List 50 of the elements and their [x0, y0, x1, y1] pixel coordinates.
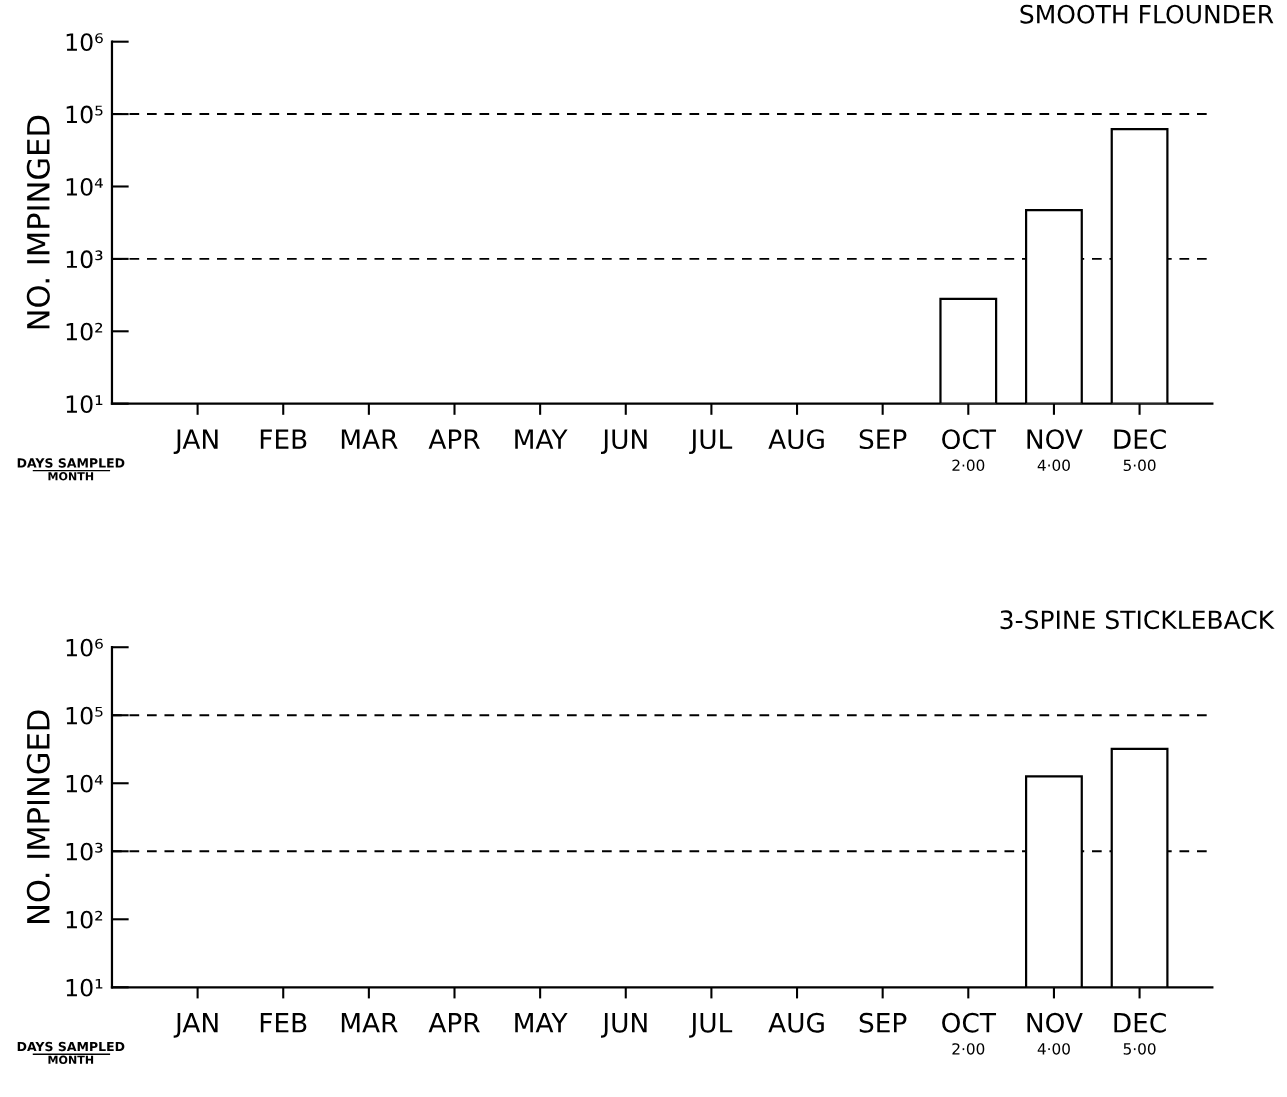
text: 2·00 [952, 459, 985, 472]
x-tick-label: MAR [341, 429, 398, 449]
x-tick-label: JUN [600, 1013, 647, 1038]
x-tick-label: NOV [1027, 429, 1083, 450]
y-tick-label: 10¹ [66, 978, 103, 997]
y-tick-label: 10¹ [66, 395, 103, 413]
x-tick-label: MAY [515, 429, 568, 449]
y-tick-label: 10⁶ [66, 638, 103, 657]
y-tick-label: 10⁵ [66, 105, 103, 124]
x-tick-label: APR [428, 1013, 480, 1033]
y-tick-label: 10⁴ [66, 177, 103, 196]
x-tick-label: DEC [1114, 1012, 1166, 1033]
x-tick-label: JUL [689, 1013, 733, 1038]
text: DAYS SAMPLED [17, 458, 125, 468]
x-tick-label: JUN [600, 429, 647, 455]
x-tick-label: JUL [689, 429, 733, 455]
x-tick-label: JAN [173, 429, 218, 455]
x-tick-label: AUG [768, 429, 824, 450]
x-tick-label: APR [428, 429, 480, 449]
x-tick-label: JAN [173, 1013, 218, 1038]
x-tick-label: MAR [341, 1013, 398, 1033]
y-tick-label: 10⁶ [66, 33, 103, 51]
y-tick-label: 10³ [66, 250, 103, 269]
x-tick-label: AUG [768, 1012, 824, 1033]
x-tick-label: DEC [1114, 429, 1166, 450]
x-tick-label: NOV [1027, 1012, 1083, 1033]
chart-title: 3-SPINE STICKLEBACK [1000, 610, 1275, 630]
y-axis-title: NO. IMPINGED [26, 710, 50, 923]
x-tick-label: SEP [859, 429, 907, 450]
x-tick-label: SEP [859, 1012, 907, 1033]
x-tick-label: FEB [260, 1013, 307, 1033]
x-tick-label: FEB [260, 429, 307, 449]
text: MONTH [48, 1055, 94, 1065]
y-axis-title: NO. IMPINGED [26, 115, 50, 329]
chart-title: SMOOTH FLOUNDER [1020, 4, 1274, 24]
y-tick-label: 10³ [66, 842, 103, 861]
x-tick-label: MAY [515, 1013, 568, 1033]
text: 5·00 [1123, 1043, 1156, 1055]
x-tick-label: OCT [942, 429, 997, 450]
text: 2·00 [952, 1043, 985, 1055]
text: DAYS SAMPLED [17, 1041, 125, 1052]
text: 5·00 [1123, 459, 1156, 472]
text: 4·00 [1037, 459, 1070, 472]
text: MONTH [48, 472, 94, 481]
text: 4·00 [1037, 1043, 1070, 1055]
y-tick-label: 10² [66, 910, 103, 929]
y-tick-label: 10⁴ [66, 774, 103, 793]
y-tick-label: 10² [66, 322, 103, 341]
y-tick-label: 10⁵ [66, 706, 103, 725]
x-tick-label: OCT [942, 1012, 997, 1033]
